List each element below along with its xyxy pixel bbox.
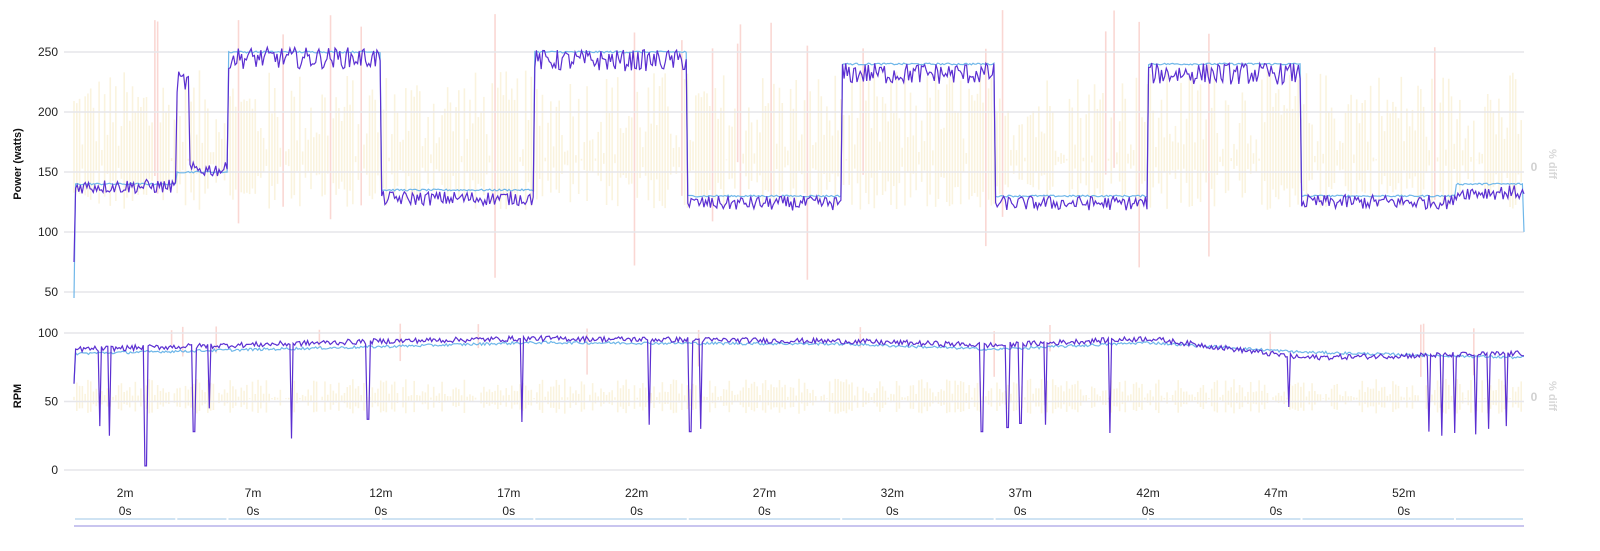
x-tick-label: 32m — [881, 486, 904, 500]
rpm-target-line — [73, 340, 1525, 384]
rpm-actual-line — [73, 334, 1525, 467]
x-tick-sublabel: 0s — [119, 504, 132, 518]
axes: 50 100 150 200 250 Power (watts) % diff 0 0 50 100… — [12, 45, 1558, 527]
y-tick-label: 100 — [38, 326, 58, 340]
y-axis-title: RPM — [12, 384, 24, 408]
y-tick-label: 0 — [51, 463, 58, 477]
x-tick-label: 7m — [245, 486, 262, 500]
y-tick-label: 250 — [38, 45, 58, 59]
x-tick-label: 27m — [753, 486, 776, 500]
y-tick-label: 50 — [45, 394, 59, 408]
x-tick-sublabel: 0s — [375, 504, 388, 518]
x-tick-sublabel: 0s — [758, 504, 771, 518]
diff-axis-title: % diff — [1546, 381, 1558, 411]
y-tick-label: 100 — [38, 225, 58, 239]
grid-lines — [64, 51, 1524, 471]
x-tick-label: 42m — [1136, 486, 1159, 500]
series-lines — [73, 45, 1525, 467]
x-tick-sublabel: 0s — [247, 504, 260, 518]
x-tick-label: 52m — [1392, 486, 1415, 500]
x-tick-label: 17m — [497, 486, 520, 500]
power-target-line — [73, 50, 1525, 299]
percent-diff-bars — [73, 10, 1523, 414]
y-tick-label: 50 — [45, 285, 59, 299]
x-tick-label: 12m — [369, 486, 392, 500]
x-tick-sublabel: 0s — [1270, 504, 1283, 518]
x-tick-sublabel: 0s — [886, 504, 899, 518]
x-tick-sublabel: 0s — [630, 504, 643, 518]
x-tick-sublabel: 0s — [1014, 504, 1027, 518]
y-axis-title: Power (watts) — [12, 128, 24, 200]
diff-axis-title: % diff — [1546, 149, 1558, 179]
y-tick-label: 200 — [38, 105, 58, 119]
diff-zero-label: 0 — [1531, 160, 1538, 174]
diff-zero-label: 0 — [1531, 390, 1538, 404]
x-tick-label: 37m — [1009, 486, 1032, 500]
x-tick-sublabel: 0s — [502, 504, 515, 518]
x-tick-sublabel: 0s — [1397, 504, 1410, 518]
power-actual-line — [73, 45, 1525, 263]
x-tick-sublabel: 0s — [1142, 504, 1155, 518]
x-tick-label: 2m — [117, 486, 134, 500]
x-tick-label: 47m — [1264, 486, 1287, 500]
x-tick-label: 22m — [625, 486, 648, 500]
y-tick-label: 150 — [38, 165, 58, 179]
